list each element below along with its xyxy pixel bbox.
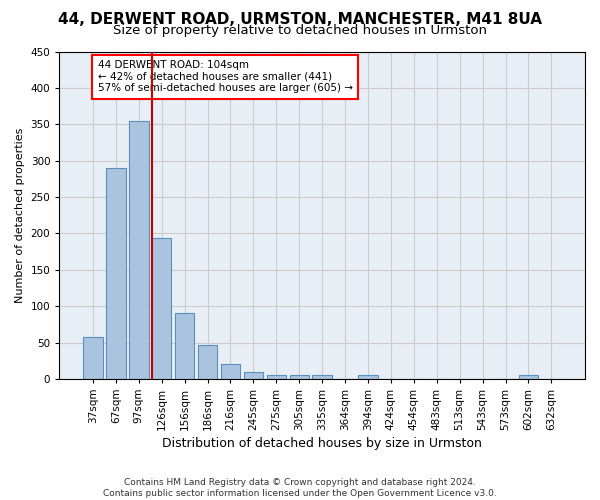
Bar [519,376,538,379]
Bar [358,376,378,379]
Bar [129,120,149,379]
X-axis label: Distribution of detached houses by size in Urmston: Distribution of detached houses by size … [162,437,482,450]
Bar [221,364,240,379]
Bar [152,238,172,379]
Bar [175,312,194,379]
Bar [106,168,125,379]
Text: 44 DERWENT ROAD: 104sqm
← 42% of detached houses are smaller (441)
57% of semi-d: 44 DERWENT ROAD: 104sqm ← 42% of detache… [98,60,353,94]
Text: Contains HM Land Registry data © Crown copyright and database right 2024.
Contai: Contains HM Land Registry data © Crown c… [103,478,497,498]
Bar [290,376,309,379]
Y-axis label: Number of detached properties: Number of detached properties [15,128,25,303]
Text: Size of property relative to detached houses in Urmston: Size of property relative to detached ho… [113,24,487,37]
Bar [313,376,332,379]
Bar [198,344,217,379]
Bar [266,376,286,379]
Text: 44, DERWENT ROAD, URMSTON, MANCHESTER, M41 8UA: 44, DERWENT ROAD, URMSTON, MANCHESTER, M… [58,12,542,28]
Bar [83,338,103,379]
Bar [244,372,263,379]
